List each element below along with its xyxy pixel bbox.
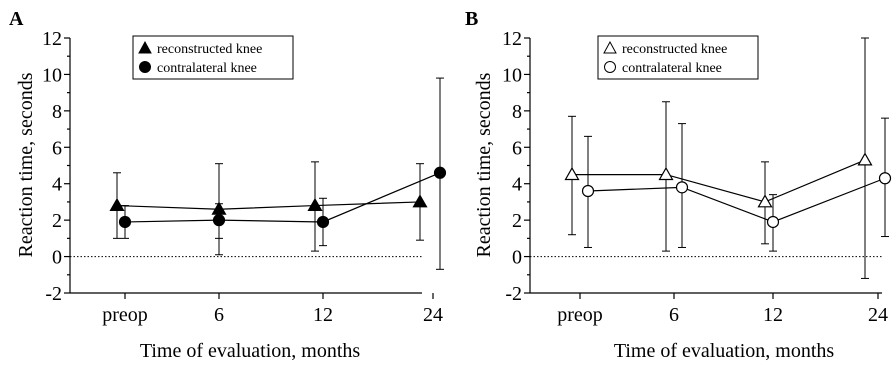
series-line — [587, 177, 886, 223]
y-tick-label: 4 — [512, 174, 522, 196]
circle-marker — [316, 215, 330, 229]
y-tick-label: 6 — [512, 137, 522, 159]
legend: reconstructed knee contralateral knee — [132, 35, 294, 80]
y-tick-label: 10 — [502, 64, 522, 86]
y-axis-title: Reaction time, seconds — [15, 72, 37, 257]
legend-label: reconstructed knee — [622, 42, 727, 57]
circle-marker — [675, 181, 689, 194]
circle-marker — [878, 172, 892, 185]
y-axis-title: Reaction time, seconds — [473, 72, 495, 257]
x-tick-label: 6 — [214, 304, 224, 326]
circle-marker — [433, 166, 447, 179]
x-tick-label: 24 — [423, 304, 443, 326]
series-line — [572, 159, 866, 203]
x-tick-label: 12 — [313, 304, 333, 326]
legend: reconstructed knee contralateral knee — [597, 35, 759, 80]
circle-marker — [581, 184, 595, 198]
y-tick-label: 10 — [42, 64, 62, 86]
panel-label: A — [9, 8, 24, 30]
legend-circle-marker — [604, 61, 616, 73]
y-tick-label: 8 — [512, 101, 522, 123]
legend-label: reconstructed knee — [157, 42, 262, 57]
series-reconstructed-knee — [109, 161, 428, 256]
triangle-marker — [109, 197, 125, 212]
y-tick-label: 6 — [52, 137, 62, 159]
x-axis-title: Time of evaluation, months — [140, 340, 361, 362]
y-tick-label: 12 — [502, 28, 522, 50]
x-tick-label: 24 — [868, 304, 888, 326]
circle-marker — [118, 215, 132, 229]
series-contralateral-knee — [581, 117, 892, 252]
x-tick-label: preop — [557, 304, 603, 326]
legend-circle-marker — [139, 61, 151, 73]
triangle-marker — [412, 194, 428, 208]
x-tick-label: 12 — [763, 304, 783, 326]
y-tick-label: 0 — [512, 247, 522, 269]
triangle-marker — [307, 197, 323, 212]
y-tick-label: 2 — [52, 210, 62, 232]
triangle-marker — [658, 166, 674, 181]
legend-label: contralateral knee — [622, 61, 722, 76]
panel-label: B — [465, 8, 478, 30]
y-tick-label: 12 — [42, 28, 62, 50]
series-line — [116, 201, 421, 210]
y-tick-label: -2 — [505, 283, 522, 305]
legend-triangle-marker — [603, 40, 617, 54]
circle-marker — [212, 214, 226, 227]
triangle-marker — [857, 152, 873, 166]
legend-box — [597, 35, 759, 80]
series-line — [124, 172, 441, 223]
y-tick-label: 8 — [52, 101, 62, 123]
triangle-marker — [757, 194, 773, 208]
legend-triangle-marker — [138, 40, 152, 54]
triangle-marker — [564, 166, 580, 181]
y-tick-label: 2 — [512, 210, 522, 232]
x-axis-title: Time of evaluation, months — [614, 340, 835, 362]
x-tick-label: preop — [102, 304, 148, 326]
circle-marker — [766, 215, 780, 229]
series-contralateral-knee — [118, 77, 447, 270]
y-tick-label: 0 — [52, 247, 62, 269]
x-tick-label: 6 — [669, 304, 679, 326]
series-reconstructed-knee — [564, 37, 873, 279]
legend-label: contralateral knee — [157, 61, 257, 76]
legend-box — [132, 35, 294, 80]
y-tick-label: -2 — [45, 283, 62, 305]
y-tick-label: 4 — [52, 174, 62, 196]
